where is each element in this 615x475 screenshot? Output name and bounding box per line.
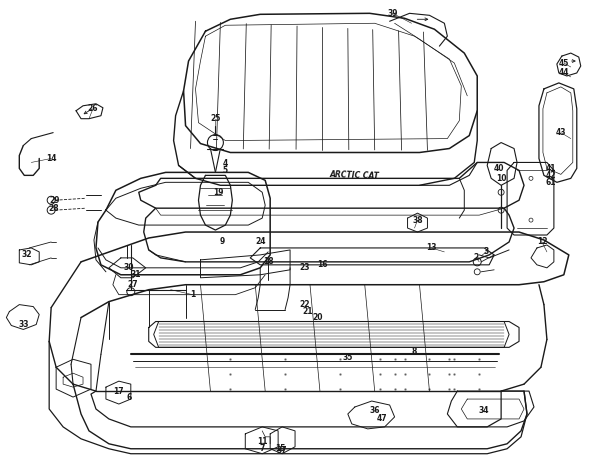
Text: 20: 20 xyxy=(312,313,323,322)
Text: 12: 12 xyxy=(537,238,547,247)
Text: 4: 4 xyxy=(223,159,228,168)
Text: 22: 22 xyxy=(300,300,310,309)
Text: 43: 43 xyxy=(555,128,566,137)
Text: 15: 15 xyxy=(275,444,285,453)
Text: 44: 44 xyxy=(558,68,569,77)
Text: 31: 31 xyxy=(130,270,141,279)
Text: 26: 26 xyxy=(88,104,98,113)
Text: 35: 35 xyxy=(343,353,353,362)
Text: 36: 36 xyxy=(370,407,380,416)
Text: 34: 34 xyxy=(479,407,490,416)
Text: 39: 39 xyxy=(387,9,398,18)
Text: 1: 1 xyxy=(190,290,195,299)
Text: 7: 7 xyxy=(260,444,265,453)
Text: 19: 19 xyxy=(213,188,224,197)
Text: 13: 13 xyxy=(426,244,437,252)
Text: 14: 14 xyxy=(46,154,57,163)
Text: 47: 47 xyxy=(376,414,387,423)
Text: ARCTIC CAT: ARCTIC CAT xyxy=(330,170,380,180)
Text: 18: 18 xyxy=(263,257,274,266)
Text: 9: 9 xyxy=(220,238,225,247)
Text: 27: 27 xyxy=(127,280,138,289)
Text: 11: 11 xyxy=(257,437,268,446)
Text: 10: 10 xyxy=(496,174,506,183)
Text: 37: 37 xyxy=(277,446,287,455)
Text: 3: 3 xyxy=(483,247,489,257)
Text: 32: 32 xyxy=(21,250,31,259)
Text: 33: 33 xyxy=(18,320,28,329)
Text: 17: 17 xyxy=(114,387,124,396)
Text: 5: 5 xyxy=(223,166,228,175)
Text: 6: 6 xyxy=(126,392,132,401)
Text: 38: 38 xyxy=(412,216,423,225)
Text: 41: 41 xyxy=(546,164,556,173)
Text: 25: 25 xyxy=(210,114,221,123)
Text: 61: 61 xyxy=(546,178,556,187)
Text: 28: 28 xyxy=(49,204,60,213)
Text: 40: 40 xyxy=(494,164,504,173)
Text: 2: 2 xyxy=(474,253,479,262)
Text: 29: 29 xyxy=(49,196,60,205)
Text: 16: 16 xyxy=(317,260,327,269)
Text: 23: 23 xyxy=(300,263,310,272)
Text: 45: 45 xyxy=(558,58,569,67)
Text: 30: 30 xyxy=(124,263,134,272)
Text: 24: 24 xyxy=(255,238,266,247)
Text: 21: 21 xyxy=(303,307,313,316)
Text: 8: 8 xyxy=(412,347,417,356)
Text: 42: 42 xyxy=(546,171,556,180)
